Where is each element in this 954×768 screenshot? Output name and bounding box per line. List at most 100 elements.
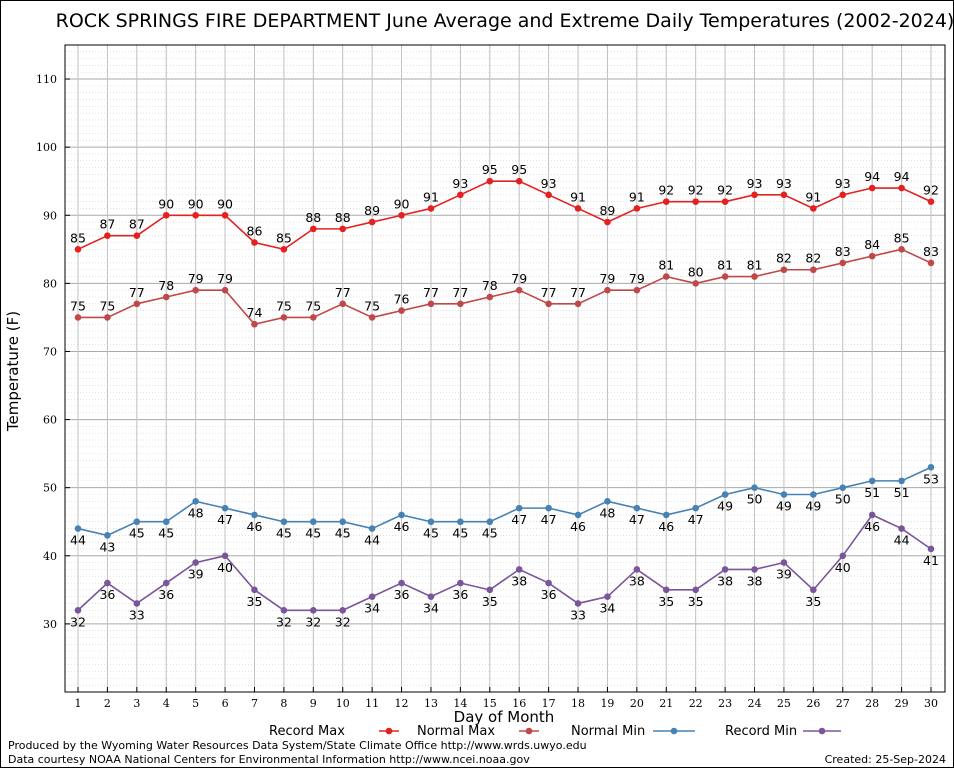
data-label: 34 (364, 601, 380, 616)
x-tick-label: 7 (251, 697, 258, 710)
y-axis-label: Temperature (F) (4, 311, 22, 432)
series-normal-max: 75 75 77 78 79 79 74 75 75 77 75 76 77 77 78 79 77 77 79 79… (70, 230, 939, 328)
data-point (339, 518, 347, 526)
legend-item-record-max: Record Max (269, 724, 399, 739)
x-tick-label: 24 (748, 697, 762, 710)
data-label: 77 (129, 285, 145, 300)
data-label: 94 (864, 169, 880, 184)
data-point (751, 484, 758, 491)
x-tick-label: 16 (512, 697, 526, 710)
data-point (192, 211, 199, 219)
series-line-record-min (77, 513, 932, 612)
data-point (868, 184, 876, 192)
x-tick-label: 2 (104, 697, 111, 710)
data-point (310, 225, 317, 233)
plot-area-border (64, 44, 946, 693)
data-label: 47 (629, 512, 645, 527)
x-axis-label: Day of Month (454, 708, 555, 726)
data-point (780, 559, 788, 566)
data-point (74, 246, 82, 253)
data-point (692, 280, 699, 287)
data-point (74, 314, 82, 321)
data-point (604, 498, 611, 505)
data-label: 35 (688, 594, 704, 609)
data-label: 95 (482, 162, 498, 177)
data-label: 45 (335, 526, 351, 541)
data-point (368, 525, 376, 532)
data-label: 32 (305, 614, 321, 629)
data-point (692, 504, 699, 512)
data-label: 77 (541, 285, 557, 300)
data-label: 75 (305, 298, 321, 313)
x-tick-label: 9 (310, 697, 317, 710)
data-point (721, 198, 729, 205)
data-point (604, 593, 611, 600)
data-label: 77 (570, 285, 586, 300)
data-point (545, 300, 552, 308)
data-point (368, 593, 376, 600)
data-point (515, 286, 523, 294)
data-point (427, 593, 435, 600)
data-label: 80 (688, 264, 704, 279)
data-point (162, 579, 170, 587)
x-tick-label: 15 (483, 697, 497, 710)
data-label: 33 (570, 607, 586, 622)
legend-label: Normal Max (417, 724, 495, 739)
x-tick-label: 22 (689, 697, 703, 710)
data-point (515, 566, 523, 573)
data-label: 79 (511, 271, 527, 286)
data-label: 51 (894, 485, 910, 500)
data-label: 36 (452, 587, 468, 602)
data-point (898, 477, 905, 485)
data-label: 45 (482, 526, 498, 541)
x-tick-label: 8 (280, 697, 287, 710)
data-label: 49 (805, 498, 821, 513)
data-label: 90 (188, 196, 204, 211)
y-tick-label: 30 (43, 618, 57, 631)
data-label: 51 (864, 485, 880, 500)
x-axis-ticks: 1 2 3 4 5 6 7 8 9 10 11 12 13 14 15 16 17 18 19 20 21 22 23 24 2… (75, 687, 938, 710)
data-point (398, 211, 405, 219)
data-label: 45 (276, 526, 292, 541)
data-point (192, 498, 199, 505)
data-label: 38 (717, 573, 733, 588)
data-point (839, 484, 847, 491)
data-label: 88 (335, 210, 351, 225)
data-point (457, 518, 464, 526)
data-point (427, 518, 435, 526)
data-point (839, 191, 847, 199)
data-point (721, 273, 729, 280)
data-point (927, 545, 935, 553)
data-label: 93 (452, 176, 468, 191)
data-point (251, 320, 258, 328)
data-point (868, 511, 876, 519)
data-label: 50 (747, 492, 763, 507)
legend-marker (670, 727, 678, 735)
data-label: 47 (688, 512, 704, 527)
data-label: 43 (99, 539, 115, 554)
data-point (457, 579, 464, 587)
y-tick-label: 60 (43, 414, 57, 427)
data-point (221, 552, 229, 560)
data-point (486, 293, 494, 301)
data-label: 94 (894, 169, 910, 184)
data-label: 47 (511, 512, 527, 527)
data-point (810, 586, 817, 594)
data-label: 48 (599, 505, 615, 520)
x-tick-label: 5 (192, 697, 199, 710)
legend: Record Max Normal Max Normal Min Record Min (269, 724, 841, 739)
data-point (427, 300, 435, 308)
data-point (574, 600, 582, 607)
data-point (780, 266, 788, 274)
data-label: 92 (923, 183, 939, 198)
x-tick-label: 29 (895, 697, 909, 710)
data-label: 78 (482, 278, 498, 293)
data-label: 91 (423, 189, 439, 204)
x-tick-label: 25 (777, 697, 791, 710)
y-axis-ticks: 30 40 50 60 70 80 90 100 110 (36, 73, 70, 631)
data-label: 87 (129, 217, 145, 232)
footer-data-courtesy: Data courtesy NOAA National Centers for … (8, 753, 530, 766)
y-tick-label: 50 (43, 482, 57, 495)
data-point (839, 259, 847, 267)
